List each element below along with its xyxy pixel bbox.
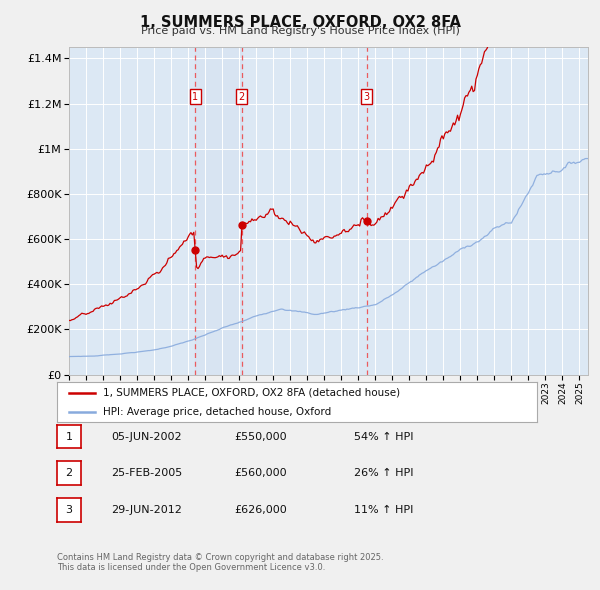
- Text: Contains HM Land Registry data © Crown copyright and database right 2025.: Contains HM Land Registry data © Crown c…: [57, 553, 383, 562]
- Text: 26% ↑ HPI: 26% ↑ HPI: [354, 468, 413, 478]
- Text: 11% ↑ HPI: 11% ↑ HPI: [354, 505, 413, 514]
- Text: 1: 1: [193, 92, 199, 102]
- Text: 3: 3: [65, 505, 73, 514]
- Text: This data is licensed under the Open Government Licence v3.0.: This data is licensed under the Open Gov…: [57, 563, 325, 572]
- Text: 1: 1: [65, 432, 73, 441]
- Text: £560,000: £560,000: [234, 468, 287, 478]
- Text: 2: 2: [239, 92, 245, 102]
- Text: 3: 3: [364, 92, 370, 102]
- Text: 1, SUMMERS PLACE, OXFORD, OX2 8FA: 1, SUMMERS PLACE, OXFORD, OX2 8FA: [139, 15, 461, 30]
- Text: 1, SUMMERS PLACE, OXFORD, OX2 8FA (detached house): 1, SUMMERS PLACE, OXFORD, OX2 8FA (detac…: [103, 388, 400, 398]
- Text: Price paid vs. HM Land Registry's House Price Index (HPI): Price paid vs. HM Land Registry's House …: [140, 26, 460, 36]
- Text: 2: 2: [65, 468, 73, 478]
- Text: £626,000: £626,000: [234, 505, 287, 514]
- Text: 25-FEB-2005: 25-FEB-2005: [111, 468, 182, 478]
- Bar: [196, 47, 242, 375]
- Text: 29-JUN-2012: 29-JUN-2012: [111, 505, 182, 514]
- Text: £550,000: £550,000: [234, 432, 287, 441]
- Text: 54% ↑ HPI: 54% ↑ HPI: [354, 432, 413, 441]
- Text: HPI: Average price, detached house, Oxford: HPI: Average price, detached house, Oxfo…: [103, 407, 331, 417]
- Text: 05-JUN-2002: 05-JUN-2002: [111, 432, 182, 441]
